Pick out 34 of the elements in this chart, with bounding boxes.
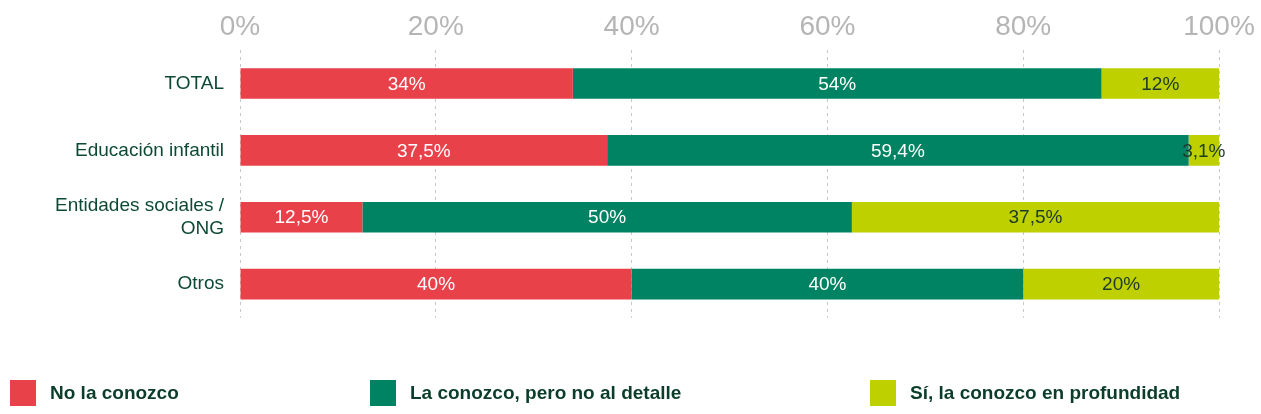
bar	[362, 201, 852, 233]
bar	[631, 268, 1024, 300]
x-tick-label: 0%	[219, 9, 261, 41]
data-label: 12,5%	[274, 206, 329, 228]
data-label: 37,5%	[1008, 206, 1063, 228]
bar	[240, 135, 608, 166]
data-label: 50%	[588, 206, 627, 228]
bar	[1101, 68, 1219, 99]
x-tick-label: 20%	[407, 9, 464, 41]
bar	[240, 268, 632, 300]
bar	[851, 201, 1219, 233]
data-label: 59,4%	[870, 139, 925, 161]
data-label: 34%	[387, 72, 426, 94]
data-label: 20%	[1102, 273, 1141, 295]
y-tick-label: TOTAL	[164, 71, 224, 93]
x-tick-label: 100%	[1183, 9, 1255, 41]
y-tick-label: Otros	[177, 272, 224, 294]
y-tick-label: Entidades sociales / ONG	[55, 194, 225, 238]
data-label: 12%	[1141, 72, 1180, 94]
x-tick-label: 60%	[799, 9, 856, 41]
bar	[572, 68, 1102, 99]
legend-label: Sí, la conozco en profundidad	[910, 382, 1181, 404]
bar	[240, 68, 573, 99]
legend-label: No la conozco	[50, 382, 179, 404]
data-label: 40%	[417, 273, 456, 295]
data-label: 40%	[808, 273, 847, 295]
bar	[1023, 268, 1219, 300]
data-label: 37,5%	[396, 139, 451, 161]
legend-label: La conozco, pero no al detalle	[410, 382, 682, 404]
bar	[240, 201, 363, 233]
data-label: 54%	[818, 72, 857, 94]
y-tick-label: Educación infantil	[75, 138, 224, 160]
x-tick-label: 80%	[995, 9, 1052, 41]
x-tick-label: 40%	[603, 9, 660, 41]
